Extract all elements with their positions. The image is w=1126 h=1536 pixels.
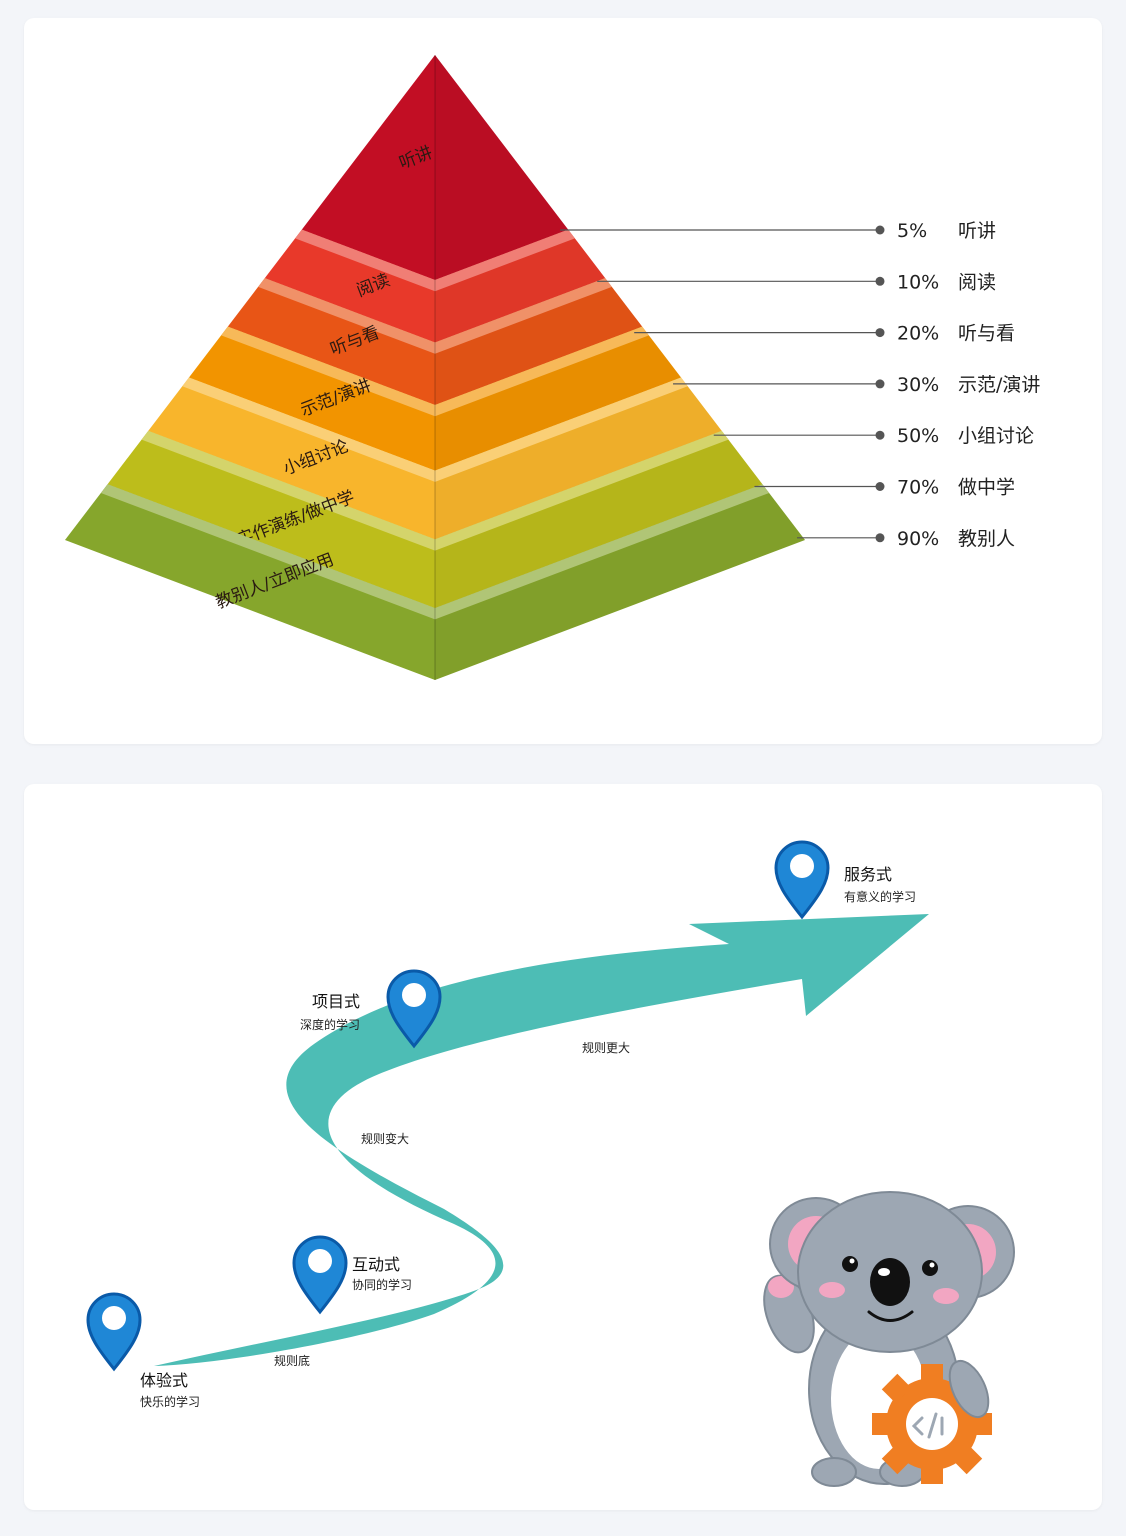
pyramid-layer-right-face xyxy=(435,278,643,405)
retention-percent: 70% xyxy=(897,477,939,499)
pyramid-card: 听讲 阅读 听与看 示范/演讲 小组讨论 实作演练/做中学 教别人/立即应用 5% 听讲 10%… xyxy=(24,18,1102,744)
leader-dot xyxy=(875,482,885,491)
step-subtitle: 深度的学习 xyxy=(300,1017,360,1032)
step-subtitle: 有意义的学习 xyxy=(844,889,916,904)
leader-dot xyxy=(875,379,885,389)
pyramid-layer-right-face xyxy=(435,484,805,680)
step-title: 项目式 xyxy=(312,992,360,1011)
pyramid-layer-right-face xyxy=(435,377,722,540)
location-pin-icon xyxy=(386,969,442,1049)
koala-mascot xyxy=(763,1191,1015,1487)
retention-method: 阅读 xyxy=(958,271,996,293)
pyramid-layer-left-face xyxy=(65,484,435,680)
leader-dot xyxy=(875,225,885,235)
pyramid-layer-left-face xyxy=(148,377,435,540)
pyramid-layer-right-face xyxy=(435,55,569,280)
journey-card: 规则底 规则变大 规则更大 体验式 快乐的学习 互动式 协同的学习 项目式 深度… xyxy=(24,784,1102,1510)
pyramid-layer-right-face xyxy=(435,229,606,343)
leader-dot xyxy=(875,533,885,543)
step-subtitle: 快乐的学习 xyxy=(140,1394,200,1409)
retention-percent: 90% xyxy=(897,528,939,550)
journey-road xyxy=(154,914,929,1366)
leader-dot xyxy=(875,276,885,286)
retention-method: 听讲 xyxy=(958,220,996,242)
pyramid-layer-left-face xyxy=(227,278,435,405)
retention-method: 示范/演讲 xyxy=(958,374,1040,396)
retention-percent: 50% xyxy=(897,425,939,447)
pyramid-layer-left-face xyxy=(188,326,435,471)
location-pin-icon xyxy=(86,1292,142,1372)
pyramid-layer-right-face xyxy=(435,326,682,471)
pyramid-layer-left-face xyxy=(301,55,435,280)
road-label: 规则底 xyxy=(274,1353,310,1368)
learning-journey: 规则底 规则变大 规则更大 体验式 快乐的学习 互动式 协同的学习 项目式 深度… xyxy=(86,840,1015,1487)
pyramid-layer-left-face xyxy=(107,430,436,609)
retention-method: 听与看 xyxy=(958,323,1015,345)
step-title: 互动式 xyxy=(352,1255,400,1274)
location-pin-icon xyxy=(292,1235,348,1315)
pyramid-layer-left-face xyxy=(264,229,435,343)
retention-method: 教别人 xyxy=(958,528,1015,550)
road-label: 规则更大 xyxy=(582,1040,630,1055)
retention-percent: 10% xyxy=(897,271,939,293)
step-title: 体验式 xyxy=(140,1371,188,1390)
retention-percent: 5% xyxy=(897,220,927,242)
location-pin-icon xyxy=(774,840,830,920)
retention-method: 做中学 xyxy=(958,477,1015,499)
road-label: 规则变大 xyxy=(361,1131,409,1146)
retention-percent: 30% xyxy=(897,374,939,396)
gear-icon xyxy=(872,1364,992,1484)
retention-method: 小组讨论 xyxy=(958,425,1034,447)
step-title: 服务式 xyxy=(844,865,892,884)
leader-dot xyxy=(875,328,885,338)
retention-percent: 20% xyxy=(897,323,939,345)
leader-dot xyxy=(875,430,885,440)
step-subtitle: 协同的学习 xyxy=(352,1277,412,1292)
pyramid-layer-right-face xyxy=(435,430,763,609)
